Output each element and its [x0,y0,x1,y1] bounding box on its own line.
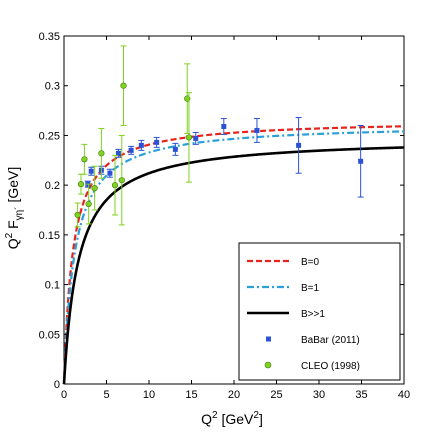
legend-label: BaBar (2011) [301,335,360,346]
legend-label: B=1 [301,283,320,294]
cleo-point [185,134,193,141]
y-tick-label: 0.35 [39,31,60,43]
babar-point [138,142,144,148]
x-tick-label: 20 [228,389,240,401]
x-tick-label: 10 [143,389,155,401]
babar-point [221,123,227,129]
x-tick-label: 40 [398,389,410,401]
y-tick-label: 0.2 [45,180,60,192]
babar-point [358,158,364,164]
babar-point [107,170,113,176]
babar-point [193,135,199,141]
x-tick-label: 0 [61,389,67,401]
curve-b-0 [62,125,405,385]
cleo-point [77,181,85,188]
x-tick-label: 35 [355,389,367,401]
y-tick-label: 0.3 [45,81,60,93]
cleo-point [74,211,81,219]
cleo-point [120,82,127,89]
y-tick-label: 0.1 [45,280,60,292]
legend-label: B>>1 [301,309,325,320]
babar-point [254,127,260,133]
x-axis-title: Q2 [GeV2] [201,410,263,427]
data-points [74,45,364,228]
legend-label: B=0 [301,257,320,268]
babar-point [88,168,94,174]
cleo-point [98,150,105,157]
legend-swatch [264,361,272,369]
curve-b-1 [62,130,405,385]
y-tick-label: 0 [54,379,60,391]
cleo-point [111,182,119,189]
cleo-point [85,200,92,208]
cleo-point [91,185,98,192]
babar-point [296,142,302,148]
legend-swatch [266,336,271,342]
babar-point [154,139,160,145]
y-tick-label: 0.05 [39,329,60,341]
cleo-point [81,156,88,163]
y-tick-label: 0.25 [39,130,60,142]
legend-label: CLEO (1998) [301,361,360,372]
x-tick-label: 25 [270,389,282,401]
legend: B=0 B=1 B>>1 BaBar (2011) CLEO (1998) [238,242,401,381]
model-curves [62,125,405,385]
x-tick-label: 30 [313,389,325,401]
x-tick-label: 15 [185,389,197,401]
babar-point [115,150,121,156]
y-tick-label: 0.15 [39,230,60,242]
babar-point [172,146,178,152]
babar-point [128,147,134,153]
legend-box [238,242,401,381]
axis-ticks: 0 5 10 15 20 25 30 35 40 0 0.05 0.1 0.15 0.2 0.25 0.3 0.… [39,31,411,401]
curve-b-1 [62,146,405,385]
x-tick-label: 5 [103,389,109,401]
cleo-point [118,177,125,184]
y-axis-title: Q2 Fγη´ [GeV] [4,167,25,250]
